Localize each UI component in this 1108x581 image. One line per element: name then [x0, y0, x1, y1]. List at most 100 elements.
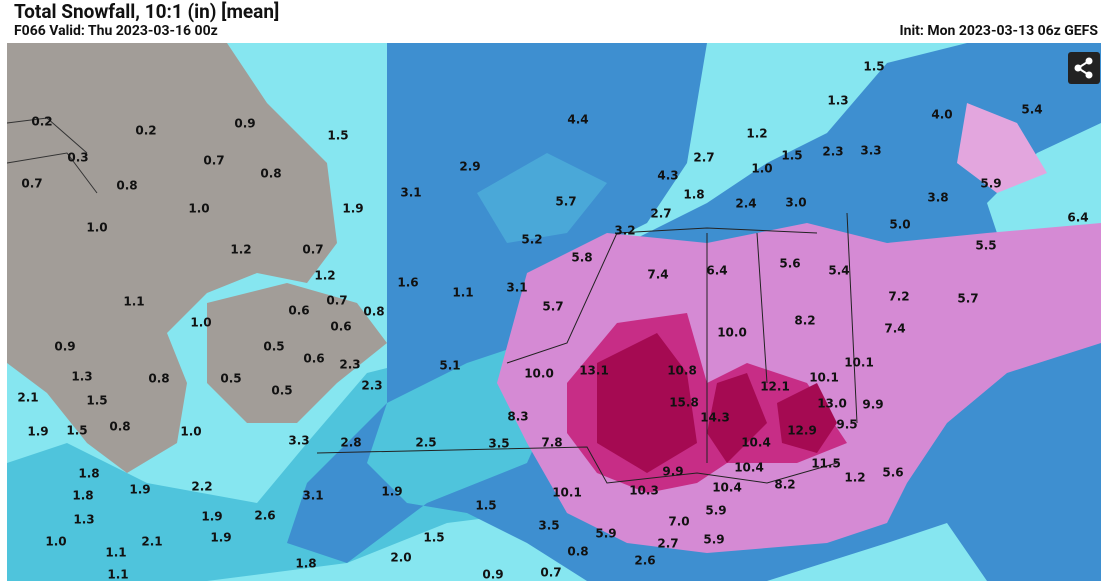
snow-amount-label: 1.0 — [180, 425, 201, 439]
snow-amount-label: 1.3 — [71, 370, 92, 384]
snow-amount-label: 2.7 — [650, 207, 671, 221]
snow-amount-label: 2.1 — [17, 391, 38, 405]
snow-amount-label: 1.5 — [327, 129, 348, 143]
coastline — [7, 117, 98, 194]
snow-amount-label: 2.6 — [634, 554, 655, 568]
snow-amount-label: 9.5 — [836, 418, 857, 432]
snow-amount-label: 5.4 — [1021, 103, 1042, 117]
snow-amount-label: 3.1 — [506, 281, 527, 295]
snow-amount-label: 0.6 — [288, 304, 309, 318]
snow-amount-label: 0.5 — [263, 340, 284, 354]
snow-amount-label: 0.6 — [303, 352, 324, 366]
snow-amount-label: 2.7 — [657, 537, 678, 551]
snow-amount-label: 0.7 — [326, 294, 347, 308]
snow-amount-label: 1.1 — [452, 286, 473, 300]
snow-amount-label: 3.0 — [785, 196, 806, 210]
snow-amount-label: 3.5 — [538, 519, 559, 533]
snow-amount-label: 0.7 — [540, 566, 561, 580]
snow-amount-label: 8.3 — [507, 410, 528, 424]
snow-amount-label: 4.3 — [657, 169, 678, 183]
snow-amount-label: 5.0 — [889, 218, 910, 232]
snow-amount-label: 0.8 — [363, 305, 384, 319]
snow-amount-label: 2.2 — [191, 480, 212, 494]
snow-amount-label: 0.8 — [567, 545, 588, 559]
snow-amount-label: 3.5 — [488, 437, 509, 451]
snow-amount-label: 7.4 — [884, 322, 905, 336]
header: Total Snowfall, 10:1 (in) [mean] F066 Va… — [0, 0, 1108, 43]
snow-amount-label: 2.4 — [735, 197, 756, 211]
snow-amount-label: 5.9 — [595, 527, 616, 541]
snow-amount-label: 10.4 — [734, 461, 764, 475]
snow-amount-label: 1.5 — [475, 499, 496, 513]
snow-amount-label: 1.5 — [86, 394, 107, 408]
snow-amount-label: 1.9 — [210, 531, 231, 545]
snow-amount-label: 1.2 — [844, 471, 865, 485]
snow-amount-label: 0.5 — [220, 372, 241, 386]
snow-amount-label: 1.9 — [27, 425, 48, 439]
snow-amount-label: 1.9 — [342, 202, 363, 216]
snow-amount-label: 3.1 — [302, 489, 323, 503]
snow-amount-label: 3.2 — [614, 224, 635, 238]
heavy-snow-core — [707, 373, 767, 463]
snow-amount-label: 5.2 — [521, 233, 542, 247]
snow-amount-label: 8.2 — [774, 478, 795, 492]
snow-amount-label: 1.1 — [105, 546, 126, 560]
snow-amount-label: 0.2 — [31, 115, 52, 129]
snow-amount-label: 1.0 — [190, 316, 211, 330]
snow-amount-label: 0.9 — [54, 340, 75, 354]
snow-amount-label: 1.3 — [827, 94, 848, 108]
snow-amount-label: 2.3 — [339, 358, 360, 372]
snow-amount-label: 4.4 — [567, 113, 588, 127]
snow-amount-label: 1.8 — [683, 188, 704, 202]
snow-amount-label: 15.8 — [669, 396, 699, 410]
snow-amount-label: 5.6 — [779, 257, 800, 271]
share-icon — [1074, 57, 1093, 79]
snow-amount-label: 10.0 — [524, 367, 554, 381]
snow-amount-label: 2.3 — [361, 379, 382, 393]
snow-amount-label: 10.8 — [667, 364, 697, 378]
snow-amount-label: 10.1 — [809, 371, 839, 385]
snow-amount-label: 1.8 — [78, 467, 99, 481]
snow-amount-label: 1.8 — [72, 489, 93, 503]
init-time: Init: Mon 2023-03-13 06z GEFS — [899, 23, 1098, 39]
snow-amount-label: 12.9 — [787, 424, 817, 438]
low-snow-region — [7, 43, 337, 473]
snow-amount-label: 0.9 — [234, 117, 255, 131]
share-button[interactable] — [1068, 52, 1100, 84]
map-title: Total Snowfall, 10:1 (in) [mean] — [14, 0, 280, 23]
snow-amount-label: 2.8 — [340, 436, 361, 450]
snow-amount-label: 9.9 — [662, 465, 683, 479]
snow-amount-label: 2.1 — [141, 535, 162, 549]
snow-amount-label: 0.7 — [21, 177, 42, 191]
snow-amount-label: 10.3 — [629, 484, 659, 498]
snow-amount-label: 7.4 — [647, 268, 668, 282]
snow-amount-label: 1.9 — [129, 483, 150, 497]
snow-amount-label: 7.2 — [888, 290, 909, 304]
snow-amount-label: 8.2 — [794, 314, 815, 328]
snow-amount-label: 1.0 — [45, 535, 66, 549]
snow-amount-label: 1.2 — [746, 127, 767, 141]
snow-amount-label: 1.9 — [201, 510, 222, 524]
snow-amount-label: 3.3 — [288, 434, 309, 448]
snow-amount-label: 10.4 — [741, 436, 771, 450]
snow-amount-label: 1.5 — [781, 149, 802, 163]
snow-amount-label: 0.8 — [116, 179, 137, 193]
snow-amount-label: 3.1 — [400, 186, 421, 200]
snow-amount-label: 0.7 — [302, 243, 323, 257]
snow-amount-label: 0.8 — [148, 372, 169, 386]
snow-amount-label: 5.9 — [705, 504, 726, 518]
heavy-snow-core — [597, 333, 697, 473]
snow-amount-label: 1.0 — [188, 202, 209, 216]
snow-amount-label: 0.5 — [271, 384, 292, 398]
snow-amount-label: 5.5 — [975, 239, 996, 253]
snow-amount-label: 2.5 — [415, 436, 436, 450]
blue-region — [477, 153, 607, 243]
snow-amount-label: 6.4 — [706, 264, 727, 278]
snow-amount-label: 3.3 — [860, 144, 881, 158]
mid-region — [7, 343, 547, 581]
snow-amount-label: 5.6 — [882, 466, 903, 480]
snow-amount-label: 1.2 — [230, 243, 251, 257]
snow-amount-label: 5.9 — [980, 177, 1001, 191]
snow-amount-label: 6.4 — [1067, 211, 1088, 225]
snow-amount-label: 10.1 — [552, 486, 582, 500]
